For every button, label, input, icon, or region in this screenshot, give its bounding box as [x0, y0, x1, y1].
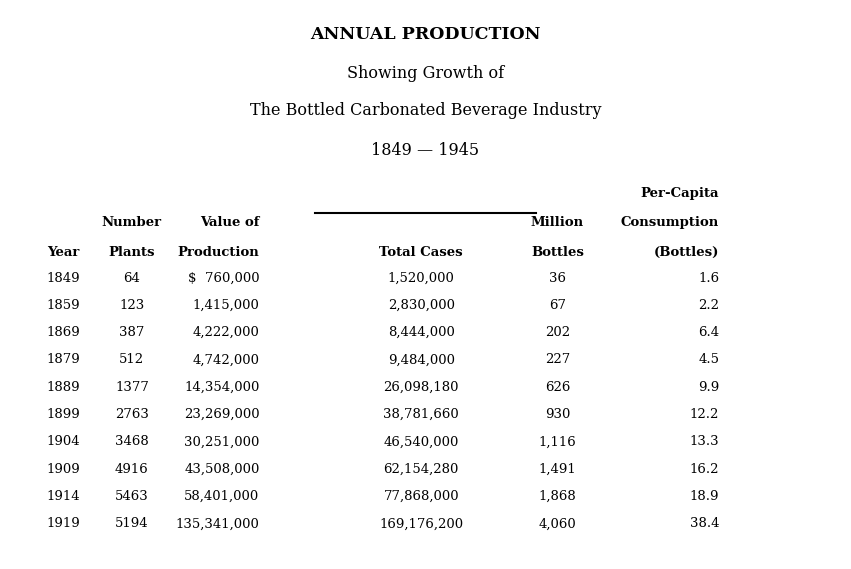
Text: 8,444,000: 8,444,000	[388, 326, 454, 339]
Text: 30,251,000: 30,251,000	[184, 435, 260, 448]
Text: ANNUAL PRODUCTION: ANNUAL PRODUCTION	[311, 26, 540, 43]
Text: 1889: 1889	[47, 381, 81, 394]
Text: 9.9: 9.9	[698, 381, 719, 394]
Text: 512: 512	[119, 353, 145, 366]
Text: 1919: 1919	[47, 517, 81, 530]
Text: 3468: 3468	[115, 435, 149, 448]
Text: 2.2: 2.2	[698, 299, 719, 312]
Text: 5463: 5463	[115, 490, 149, 503]
Text: 1859: 1859	[47, 299, 81, 312]
Text: 58,401,000: 58,401,000	[185, 490, 260, 503]
Text: 4,060: 4,060	[539, 517, 576, 530]
Text: 13.3: 13.3	[689, 435, 719, 448]
Text: The Bottled Carbonated Beverage Industry: The Bottled Carbonated Beverage Industry	[249, 102, 602, 119]
Text: 123: 123	[119, 299, 145, 312]
Text: Million: Million	[531, 216, 584, 229]
Text: 1377: 1377	[115, 381, 149, 394]
Text: Plants: Plants	[109, 246, 155, 259]
Text: 626: 626	[545, 381, 570, 394]
Text: Showing Growth of: Showing Growth of	[347, 65, 504, 83]
Text: 67: 67	[549, 299, 566, 312]
Text: 6.4: 6.4	[698, 326, 719, 339]
Text: $  760,000: $ 760,000	[188, 271, 260, 284]
Text: 1909: 1909	[47, 463, 81, 476]
Text: 62,154,280: 62,154,280	[384, 463, 459, 476]
Text: 46,540,000: 46,540,000	[384, 435, 459, 448]
Text: 930: 930	[545, 408, 570, 421]
Text: 4.5: 4.5	[698, 353, 719, 366]
Text: 5194: 5194	[115, 517, 149, 530]
Text: 202: 202	[545, 326, 570, 339]
Text: 12.2: 12.2	[689, 408, 719, 421]
Text: 43,508,000: 43,508,000	[184, 463, 260, 476]
Text: 1879: 1879	[47, 353, 81, 366]
Text: 1849 — 1945: 1849 — 1945	[371, 142, 480, 159]
Text: 77,868,000: 77,868,000	[384, 490, 459, 503]
Text: 64: 64	[123, 271, 140, 284]
Text: 36: 36	[549, 271, 566, 284]
Text: 16.2: 16.2	[689, 463, 719, 476]
Text: Total Cases: Total Cases	[380, 246, 463, 259]
Text: 1904: 1904	[47, 435, 81, 448]
Text: 38,781,660: 38,781,660	[383, 408, 460, 421]
Text: Consumption: Consumption	[621, 216, 719, 229]
Text: 1849: 1849	[47, 271, 81, 284]
Text: 1914: 1914	[47, 490, 81, 503]
Text: 1,520,000: 1,520,000	[388, 271, 454, 284]
Text: 26,098,180: 26,098,180	[384, 381, 459, 394]
Text: 1,116: 1,116	[539, 435, 576, 448]
Text: Year: Year	[47, 246, 79, 259]
Text: 1.6: 1.6	[698, 271, 719, 284]
Text: 1869: 1869	[47, 326, 81, 339]
Text: 4,222,000: 4,222,000	[192, 326, 260, 339]
Text: 23,269,000: 23,269,000	[184, 408, 260, 421]
Text: 1,491: 1,491	[539, 463, 576, 476]
Text: Per-Capita: Per-Capita	[641, 187, 719, 200]
Text: 1,868: 1,868	[539, 490, 576, 503]
Text: Number: Number	[102, 216, 162, 229]
Text: Bottles: Bottles	[531, 246, 584, 259]
Text: Production: Production	[178, 246, 260, 259]
Text: 9,484,000: 9,484,000	[388, 353, 454, 366]
Text: 4,742,000: 4,742,000	[192, 353, 260, 366]
Text: 18.9: 18.9	[689, 490, 719, 503]
Text: 2,830,000: 2,830,000	[388, 299, 454, 312]
Text: 135,341,000: 135,341,000	[175, 517, 260, 530]
Text: Value of: Value of	[200, 216, 260, 229]
Text: 14,354,000: 14,354,000	[184, 381, 260, 394]
Text: 387: 387	[119, 326, 145, 339]
Text: 1899: 1899	[47, 408, 81, 421]
Text: 169,176,200: 169,176,200	[380, 517, 463, 530]
Text: (Bottles): (Bottles)	[654, 246, 719, 259]
Text: 2763: 2763	[115, 408, 149, 421]
Text: 4916: 4916	[115, 463, 149, 476]
Text: 227: 227	[545, 353, 570, 366]
Text: 38.4: 38.4	[689, 517, 719, 530]
Text: 1,415,000: 1,415,000	[192, 299, 260, 312]
